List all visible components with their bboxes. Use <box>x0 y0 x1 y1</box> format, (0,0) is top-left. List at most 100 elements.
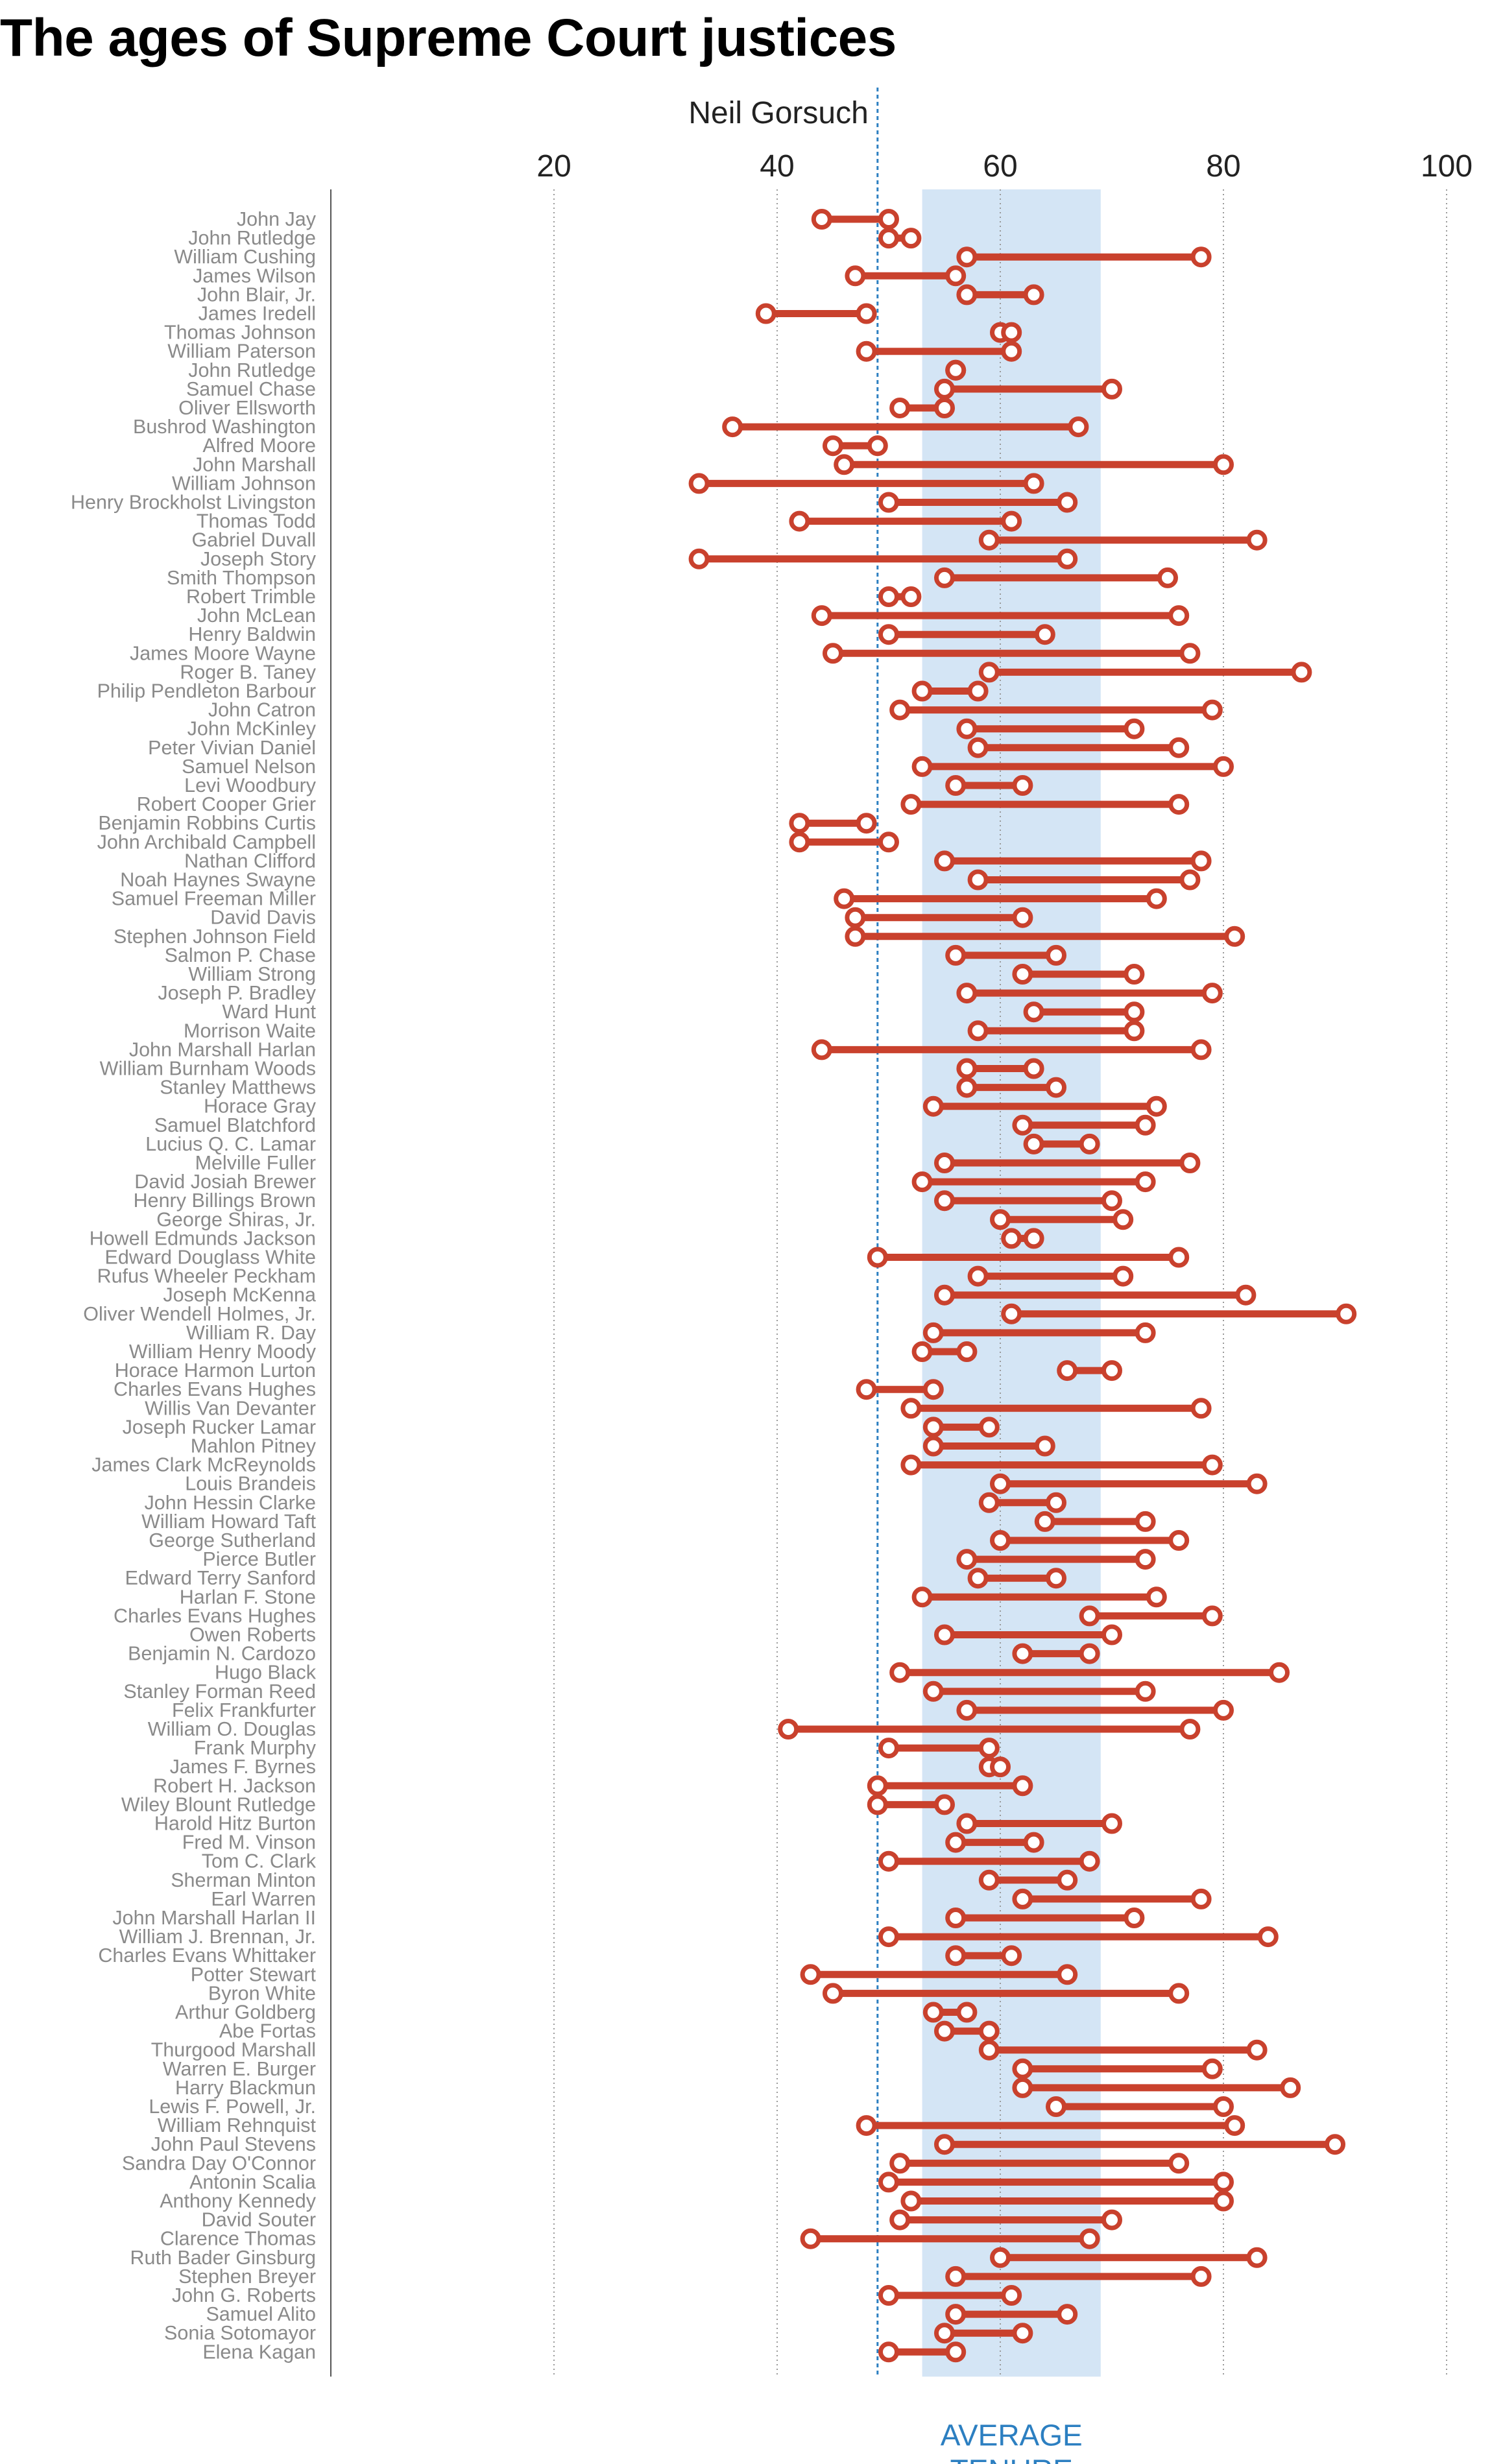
end-age-point <box>1269 1662 1290 1683</box>
tenure-row <box>945 2304 1078 2325</box>
start-age-point <box>867 1247 888 1268</box>
start-age-point <box>867 1794 888 1815</box>
end-age-point <box>1190 850 1212 872</box>
justice-name: William J. Brennan, Jr. <box>119 1926 316 1948</box>
justice-name: William Rehnquist <box>158 2114 317 2136</box>
start-age-point <box>990 1209 1011 1230</box>
end-age-point <box>1012 775 1033 796</box>
end-age-point <box>1201 2058 1223 2079</box>
end-age-point <box>945 265 967 287</box>
justice-name: Robert Cooper Grier <box>137 793 316 815</box>
start-age-point <box>823 435 843 457</box>
justice-name: John Paul Stevens <box>151 2133 316 2155</box>
tenure-row <box>867 1775 1033 1797</box>
end-age-point <box>978 2020 1000 2042</box>
start-age-point <box>956 1699 978 1721</box>
justice-name: Noah Haynes Swayne <box>120 869 316 891</box>
x-tick-label: 60 <box>983 149 1017 184</box>
start-age-point <box>922 2002 944 2023</box>
justice-name: Joseph McKenna <box>163 1284 316 1306</box>
justice-name: Robert Trimble <box>186 586 316 608</box>
start-age-point <box>878 1850 899 1872</box>
end-age-point <box>1023 1832 1044 1853</box>
end-age-point <box>1179 869 1201 891</box>
tenure-row <box>878 228 922 249</box>
justice-name: John Marshall Harlan II <box>112 1907 316 1929</box>
tenure-row <box>956 1058 1044 1079</box>
tenure-row <box>922 1435 1055 1457</box>
end-age-point <box>1179 1719 1201 1740</box>
tenure-row <box>834 888 1167 909</box>
start-age-point <box>811 1039 832 1060</box>
tenure-row <box>945 2266 1212 2287</box>
justice-name: Henry Brockholst Livingston <box>71 492 316 514</box>
start-age-point <box>800 2228 821 2249</box>
justice-name: Wiley Blount Rutledge <box>121 1793 316 1815</box>
end-age-point <box>934 398 955 418</box>
end-age-point <box>1124 1001 1145 1023</box>
start-age-point <box>934 1153 955 1173</box>
end-age-point <box>1001 322 1022 343</box>
start-age-point <box>722 416 743 438</box>
end-age-point <box>934 1794 955 1815</box>
justice-name: James Clark McReynolds <box>91 1454 316 1476</box>
end-age-point <box>1168 1983 1190 2004</box>
tenure-row <box>878 492 1078 513</box>
justice-name: John Rutledge <box>188 227 316 249</box>
tenure-row <box>834 454 1234 475</box>
tenure-row <box>922 2002 978 2023</box>
justice-name: Joseph P. Bradley <box>158 982 316 1004</box>
tenure-row <box>934 567 1178 588</box>
end-age-point <box>956 1341 978 1362</box>
start-age-point <box>945 1945 967 1967</box>
start-age-point <box>956 246 978 268</box>
start-age-point <box>900 1398 922 1419</box>
end-age-point <box>1034 1435 1055 1457</box>
justice-name: Earl Warren <box>211 1888 316 1910</box>
justice-name: Ruth Bader Ginsburg <box>130 2247 316 2269</box>
start-age-point <box>911 680 933 702</box>
justice-name: Samuel Freeman Miller <box>112 888 316 910</box>
start-age-point <box>911 1586 933 1608</box>
start-age-point <box>688 473 710 494</box>
justice-name: Stephen Breyer <box>178 2266 316 2288</box>
end-age-point <box>1168 605 1190 627</box>
justice-name: Stanley Matthews <box>160 1077 316 1099</box>
end-age-point <box>956 2002 978 2023</box>
end-age-point <box>1135 1511 1156 1532</box>
tenure-row <box>878 1738 1000 1759</box>
justice-name: John Catron <box>208 699 316 721</box>
justice-name: Salmon P. Chase <box>165 944 316 966</box>
end-age-point <box>1246 1473 1268 1494</box>
end-age-point <box>1224 926 1245 947</box>
justice-name: David Josiah Brewer <box>134 1171 316 1193</box>
tenure-row <box>956 983 1223 1004</box>
start-age-point <box>878 624 899 645</box>
end-age-point <box>1246 529 1268 551</box>
end-age-point <box>1001 510 1022 532</box>
reference-line-label: Neil Gorsuch <box>688 96 868 130</box>
tenure-row <box>922 1681 1156 1702</box>
tenure-row <box>1001 1228 1044 1249</box>
justice-name: William Paterson <box>167 341 316 363</box>
tenure-row <box>978 529 1268 551</box>
start-age-point <box>823 643 843 664</box>
end-age-point <box>1168 1247 1190 1268</box>
tenure-row <box>945 1832 1044 1853</box>
justice-name: John G. Roberts <box>172 2284 316 2306</box>
justice-name: John McKinley <box>187 718 317 740</box>
justice-name: Bushrod Washington <box>133 416 316 438</box>
start-age-point <box>1001 1228 1022 1249</box>
tenure-row <box>800 2228 1100 2249</box>
start-age-point <box>956 718 978 739</box>
justice-name: Levi Woodbury <box>184 774 317 796</box>
justice-name: John Marshall <box>193 453 316 475</box>
end-age-point <box>1280 2077 1301 2098</box>
end-age-point <box>1135 1114 1156 1136</box>
justice-name: Thomas Johnson <box>164 322 316 344</box>
justice-name: Samuel Blatchford <box>154 1114 316 1136</box>
start-age-point <box>823 1983 843 2004</box>
tenure-row <box>878 1850 1100 1872</box>
justice-name: Oliver Ellsworth <box>178 397 316 419</box>
